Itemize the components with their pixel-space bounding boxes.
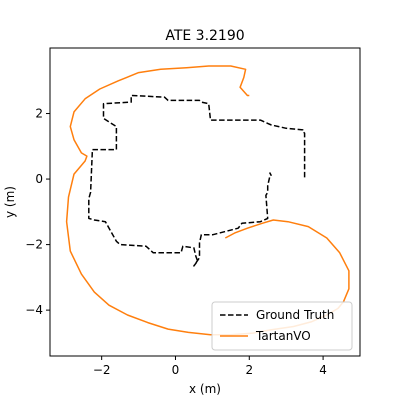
series-line-tartanvo [65,65,350,336]
y-tick-label: 0 [35,172,43,186]
x-axis-label: x (m) [189,382,221,396]
x-tick-label: 4 [319,363,327,377]
legend-label-tartanvo: TartanVO [255,329,311,343]
x-tick-label: −2 [93,363,111,377]
y-tick-label: −4 [25,303,43,317]
legend-label-ground-truth: Ground Truth [256,308,334,322]
y-tick-label: 2 [35,107,43,121]
y-tick-label: −2 [25,238,43,252]
legend: Ground Truth TartanVO [211,301,353,351]
x-tick-label: 2 [245,363,253,377]
x-tick-label: 0 [172,363,180,377]
series-layer [65,65,350,336]
chart-title: ATE 3.2190 [165,28,244,44]
ticks-layer: −2 0 2 4 −4 −2 0 2 [25,107,327,377]
series-line-ground-truth [88,94,306,267]
plot-frame [49,47,361,357]
y-axis-label: y (m) [3,186,17,218]
legend-box [211,301,353,351]
